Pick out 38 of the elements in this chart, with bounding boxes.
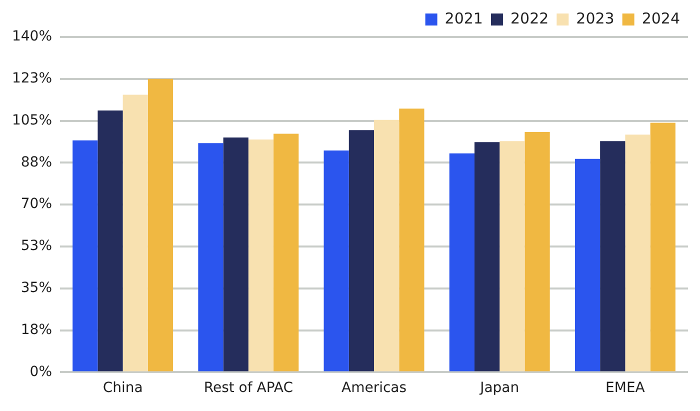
bar — [600, 141, 626, 372]
y-tick-label: 0% — [30, 364, 52, 380]
legend-label: 2024 — [642, 9, 680, 28]
legend-label: 2023 — [576, 9, 614, 28]
bar — [650, 122, 676, 372]
bar — [474, 142, 500, 372]
bar — [500, 141, 525, 372]
y-tick-label: 140% — [12, 28, 52, 45]
bar — [148, 78, 174, 372]
y-tick-label: 35% — [20, 280, 52, 296]
bar — [198, 143, 224, 372]
bar — [122, 94, 148, 372]
bar — [524, 132, 550, 372]
bar — [98, 110, 123, 372]
x-tick-label: Rest of APAC — [204, 380, 294, 396]
bar — [348, 130, 374, 372]
legend-label: 2022 — [510, 9, 549, 28]
y-tick-label: 18% — [20, 322, 52, 338]
bar — [625, 134, 650, 372]
y-tick-label: 105% — [12, 112, 52, 128]
y-tick-label: 53% — [20, 238, 52, 254]
y-tick-label: 88% — [20, 154, 52, 170]
bar — [324, 150, 349, 372]
legend-label: 2021 — [444, 9, 483, 28]
x-tick-label: China — [102, 380, 143, 396]
x-tick-label: Japan — [479, 380, 520, 396]
bar — [248, 139, 274, 372]
bar — [72, 140, 98, 372]
bar — [223, 138, 248, 372]
y-tick-label: 123% — [12, 70, 52, 87]
bar — [399, 108, 424, 372]
y-tick-label: 70% — [20, 196, 52, 212]
x-tick-label: EMEA — [606, 380, 646, 396]
bar — [449, 153, 474, 372]
x-tick-label: Americas — [341, 380, 407, 396]
bar — [374, 120, 400, 372]
bar — [274, 134, 299, 372]
bar — [574, 158, 600, 372]
